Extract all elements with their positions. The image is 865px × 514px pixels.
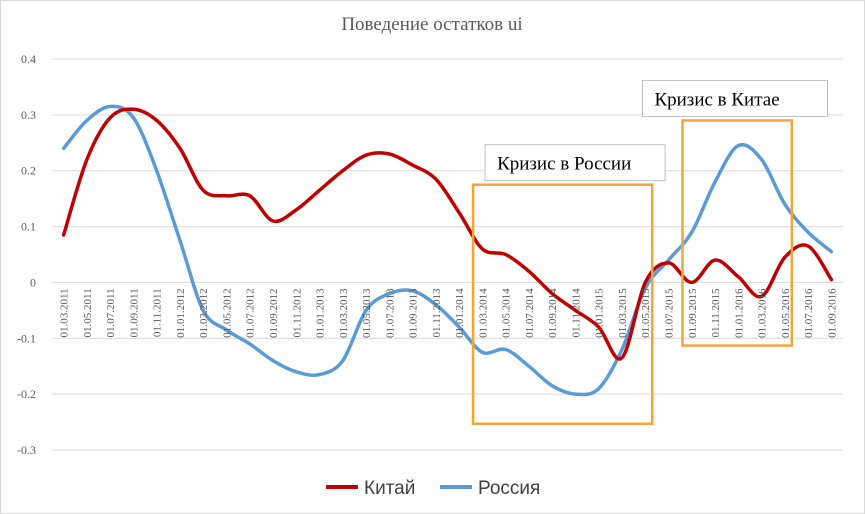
x-tick-label: 01.09.2011 — [128, 288, 140, 337]
y-tick-label: -0.3 — [17, 443, 36, 457]
chart-title: Поведение остатков ui — [341, 14, 522, 35]
x-tick-label: 01.03.2014 — [477, 288, 489, 338]
series-lines — [61, 104, 834, 397]
y-tick-label: 0.4 — [21, 52, 36, 66]
x-tick-label: 01.01.2013 — [315, 288, 327, 338]
crisis-box-0 — [471, 183, 654, 425]
y-tick-label: -0.2 — [17, 387, 36, 401]
x-tick-label: 01.03.2012 — [198, 288, 210, 338]
crisis-callout-box-0 — [484, 144, 666, 182]
x-tick-label: 01.05.2014 — [501, 288, 513, 338]
x-tick-label: 01.05.2016 — [780, 288, 792, 338]
series-line-1 — [61, 104, 834, 397]
x-tick-label: 01.09.2016 — [826, 288, 838, 338]
x-tick-label: 01.07.2011 — [105, 288, 117, 337]
x-tick-label: 01.11.2015 — [710, 288, 722, 338]
x-tick-label: 01.03.2015 — [617, 288, 629, 338]
x-tick-label: 01.11.2011 — [152, 288, 164, 337]
x-tick-label: 01.09.2015 — [687, 288, 699, 338]
x-tick-label: 01.09.2013 — [408, 288, 420, 338]
x-tick-label: 01.05.2011 — [82, 288, 94, 337]
x-tick-label: 01.03.2013 — [338, 288, 350, 338]
crisis-callout-box-1 — [641, 79, 828, 117]
y-axis-ticks: 0.4 0.3 0.2 0.1 0 -0.1 -0.2 -0.3 — [17, 52, 36, 457]
x-tick-label: 01.07.2012 — [245, 288, 257, 338]
crisis-callout-label-0: Кризис в России — [497, 154, 631, 175]
x-tick-label: 01.07.2014 — [524, 288, 536, 338]
y-tick-label: 0.2 — [21, 164, 36, 178]
x-tick-label: 01.07.2016 — [803, 288, 815, 338]
crisis-callout-label-1: Кризис в Китае — [654, 89, 779, 110]
legend-label-china: Китай — [364, 478, 415, 499]
y-tick-label: 0.1 — [21, 220, 36, 234]
y-tick-label: -0.1 — [17, 331, 36, 345]
x-tick-label: 01.07.2013 — [384, 288, 396, 338]
x-tick-label: 01.03.2011 — [59, 288, 71, 337]
x-axis-ticks: 01.03.2011 01.05.2011 01.07.2011 01.09.2011… — [59, 288, 839, 338]
x-tick-label: 01.01.2016 — [733, 288, 745, 338]
x-tick-label: 01.01.2015 — [594, 288, 606, 338]
x-tick-label: 01.11.2012 — [291, 288, 303, 337]
y-tick-label: 0 — [30, 275, 36, 289]
x-tick-label: 01.05.2015 — [640, 288, 652, 338]
x-tick-label: 01.01.2012 — [175, 288, 187, 338]
x-tick-label: 01.09.2014 — [547, 288, 559, 338]
x-tick-label: 01.05.2013 — [361, 288, 373, 338]
legend-label-russia: Россия — [478, 478, 540, 499]
x-tick-label: 01.11.2014 — [570, 288, 582, 338]
crisis-box-1 — [681, 119, 794, 347]
x-tick-label: 01.09.2012 — [268, 288, 280, 338]
x-tick-label: 01.01.2014 — [454, 288, 466, 338]
legend: Китай Россия — [326, 478, 540, 499]
series-line-0 — [61, 107, 834, 361]
x-tick-label: 01.07.2015 — [664, 288, 676, 338]
x-tick-label: 01.11.2013 — [431, 288, 443, 338]
x-tick-label: 01.05.2012 — [221, 288, 233, 338]
crisis-annotations: Кризис в России Кризис в Китае — [471, 79, 828, 425]
y-tick-label: 0.3 — [21, 108, 36, 122]
x-tick-label: 01.03.2016 — [757, 288, 769, 338]
grid-lines — [52, 58, 843, 451]
